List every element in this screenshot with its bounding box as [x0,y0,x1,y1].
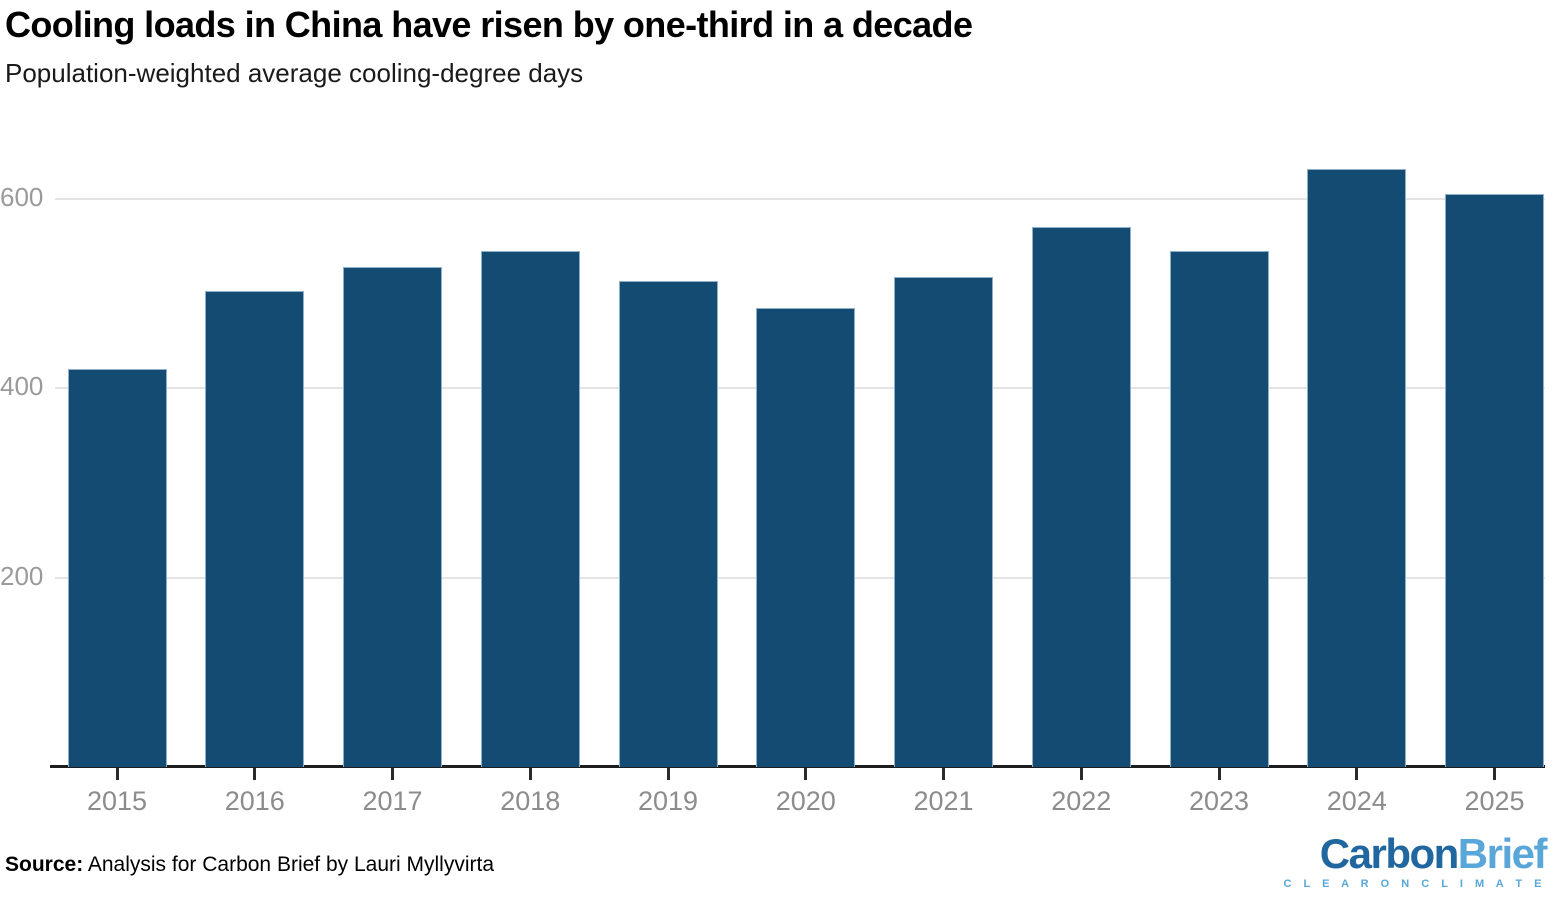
carbonbrief-wordmark: CarbonBrief [1284,830,1548,877]
x-tick-2021 [942,768,945,780]
logo-word-carbon: Carbon [1319,830,1460,877]
bar-2019 [618,281,718,767]
bar-2018 [480,250,580,767]
bar-2025 [1445,194,1544,767]
x-axis-label-2025: 2025 [1464,786,1525,816]
bar-2020 [756,307,856,767]
x-axis-label-2018: 2018 [500,786,561,816]
bar-2024 [1307,169,1407,767]
chart-title: Cooling loads in China have risen by one… [5,4,973,45]
plot-area: 200 400 600 [0,140,1545,767]
bar-2021 [894,277,993,767]
y-axis-label-200: 200 [0,560,44,591]
x-tick-2024 [1355,768,1359,780]
source-text: Analysis for Carbon Brief by Lauri Mylly… [83,853,494,876]
x-tick-2017 [391,768,394,780]
x-tick-2023 [1217,768,1221,780]
y-axis-label-600: 600 [0,181,44,212]
x-axis-label-2022: 2022 [1051,786,1112,816]
x-tick-2025 [1493,768,1496,780]
x-tick-2016 [253,768,257,780]
chart-subtitle: Population-weighted average cooling-degr… [5,58,584,88]
logo-tagline: C L E A R O N C L I M A T E [1283,878,1546,890]
x-axis-label-2015: 2015 [86,786,148,816]
x-tick-2019 [666,768,670,780]
source-label: Source: [5,853,84,876]
y-axis-label-400: 400 [0,371,44,402]
carbonbrief-logo: CarbonBrief C L E A R O N C L I M A T E [1283,830,1548,890]
x-tick-2020 [804,768,808,780]
source-line: Source: Analysis for Carbon Brief by Lau… [5,853,494,877]
x-tick-2015 [115,768,119,780]
x-axis-label-2024: 2024 [1326,786,1387,816]
x-tick-2022 [1079,768,1083,780]
x-axis-label-2017: 2017 [362,786,423,816]
x-axis-label-2021: 2021 [913,786,974,816]
x-axis-label-2016: 2016 [224,786,285,816]
bar-2017 [343,266,442,767]
gridline-600 [55,197,1545,200]
bar-2023 [1169,250,1269,767]
x-axis-label-2019: 2019 [637,786,699,816]
bar-2022 [1031,227,1131,767]
x-axis-label-2023: 2023 [1188,786,1250,816]
bar-2016 [205,290,305,767]
x-axis-label-2020: 2020 [775,786,836,816]
bar-2015 [67,369,167,767]
logo-word-brief: Brief [1457,830,1548,877]
x-tick-2018 [528,768,532,780]
